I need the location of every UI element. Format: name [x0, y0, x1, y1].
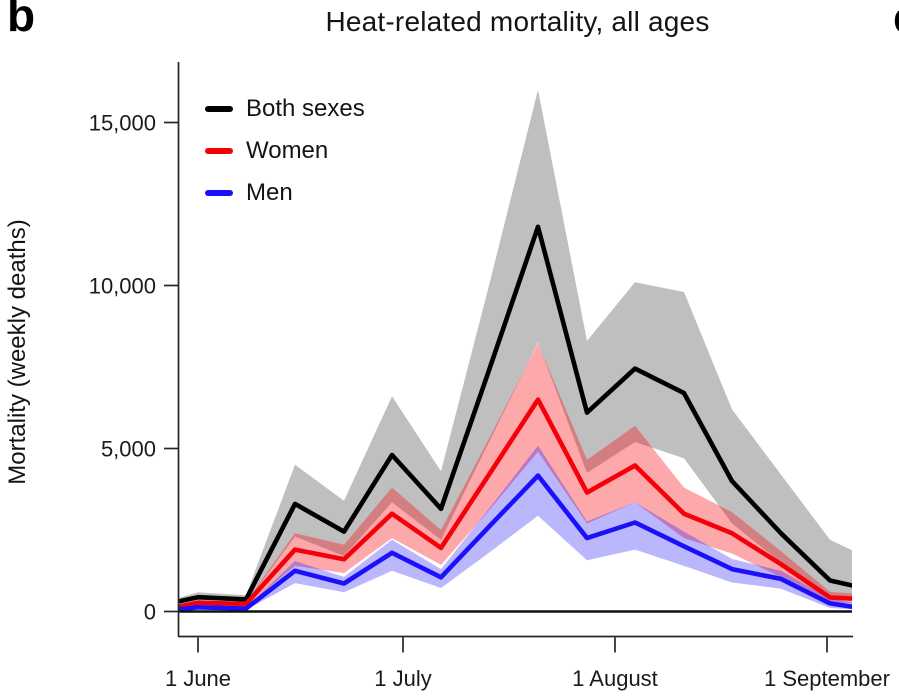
plot-area	[179, 89, 852, 612]
panel-label: b	[7, 0, 36, 41]
legend-label: Men	[246, 179, 293, 206]
legend-item-both-sexes: Both sexes	[205, 88, 365, 130]
men-line-swatch	[205, 190, 233, 196]
legend-item-men: Men	[205, 172, 365, 214]
both-sexes-line-swatch	[205, 106, 233, 112]
x-tick-label: 1 September	[764, 666, 890, 691]
line-women	[179, 397, 852, 609]
confidence-band-men	[180, 445, 852, 611]
women-line-swatch	[205, 148, 233, 154]
confidence-band-women	[180, 343, 852, 608]
y-tick-label: 10,000	[89, 274, 156, 299]
line-men	[179, 473, 852, 612]
y-tick-label: 15,000	[89, 111, 156, 136]
confidence-band-both-sexes	[180, 89, 852, 605]
legend-label: Both sexes	[246, 95, 365, 122]
x-tick-label: 1 July	[374, 666, 431, 691]
x-tick-label: 1 August	[572, 666, 658, 691]
legend-item-women: Women	[205, 130, 365, 172]
chart-title: Heat-related mortality, all ages	[325, 6, 710, 37]
y-tick-label: 0	[144, 600, 156, 625]
x-tick-label: 1 June	[165, 666, 231, 691]
y-tick-label: 5,000	[101, 437, 156, 462]
legend: Both sexes Women Men	[205, 88, 365, 214]
legend-label: Women	[246, 137, 329, 164]
line-both-sexes	[179, 224, 852, 604]
next-panel-label-partial: c	[893, 0, 899, 40]
y-axis-title: Mortality (weekly deaths)	[4, 219, 31, 485]
